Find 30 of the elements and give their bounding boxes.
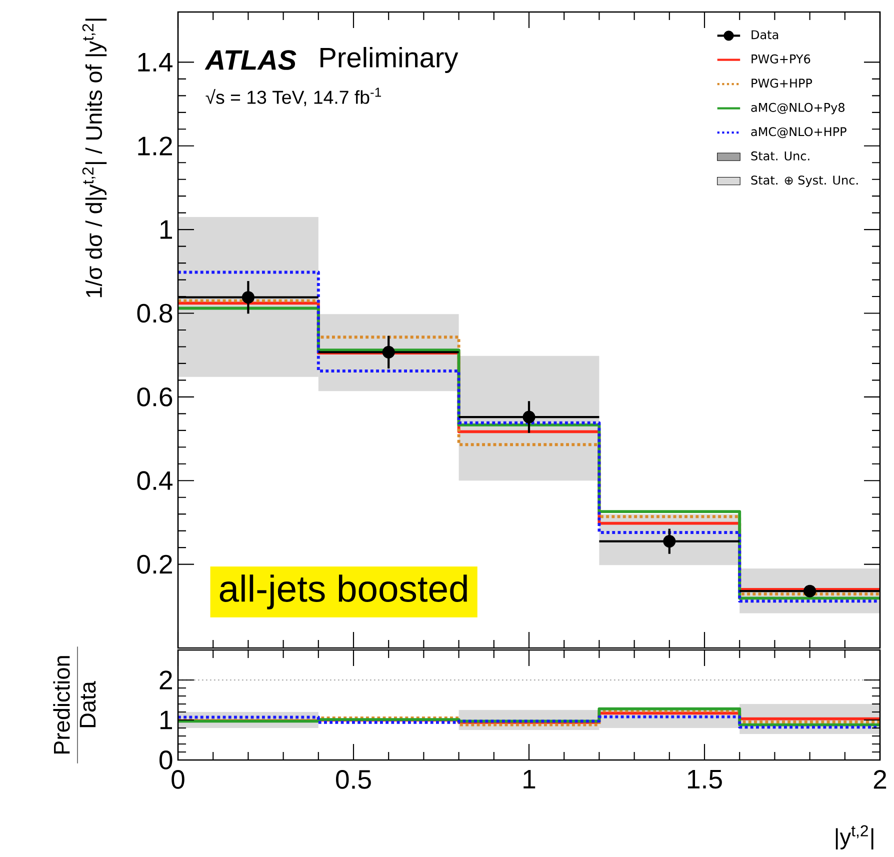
y-tick-label: 0	[160, 750, 172, 770]
text: Data	[80, 681, 96, 728]
legend-label: Stat. ⊕ Syst. Unc.	[751, 176, 858, 187]
y-tick-label: 1.4	[138, 53, 173, 72]
legend-label: aMC@NLO+HPP	[751, 127, 846, 138]
x-tick-label: 1.5	[688, 770, 722, 789]
y-tick-label: 0.4	[137, 471, 173, 490]
y-tick-label: 1	[160, 710, 172, 730]
annotation: Preliminary	[320, 46, 458, 74]
y-tick-label: 0.8	[137, 304, 172, 323]
x-tick-label: 2	[874, 770, 886, 789]
x-tick-label: 1	[524, 770, 536, 788]
x-axis-title: |y$^{t,2}$|	[836, 825, 874, 850]
legend-label: Stat. Unc.	[751, 151, 810, 160]
annotation: √s = 13 TeV, 14.7 fb$^{-1}$	[206, 88, 381, 106]
x-tick-label: 0	[172, 770, 184, 789]
legend-label: PWG+HPP	[752, 78, 812, 88]
y-tick-label: 1.2	[138, 136, 172, 156]
legend-label: aMC@NLO+Py8	[751, 102, 844, 114]
x-tick-label: 0.5	[336, 770, 371, 789]
y-tick-label: 2	[160, 670, 172, 690]
legend-label: PWG+PY6	[752, 54, 810, 64]
annotation: ATLAS	[204, 50, 296, 70]
annotation: all-jets boosted	[220, 574, 467, 610]
y-tick-label: 0.2	[137, 554, 172, 574]
legend-label: Data	[752, 30, 778, 40]
y-axis-title: 1/σ dσ / d|y$^{t,2}$| / Units of |y$^{t,2}$|	[82, 18, 107, 298]
y-axis-title: Prediction	[53, 656, 70, 754]
y-tick-label: 1	[160, 220, 172, 239]
y-tick-label: 0.6	[137, 388, 172, 406]
